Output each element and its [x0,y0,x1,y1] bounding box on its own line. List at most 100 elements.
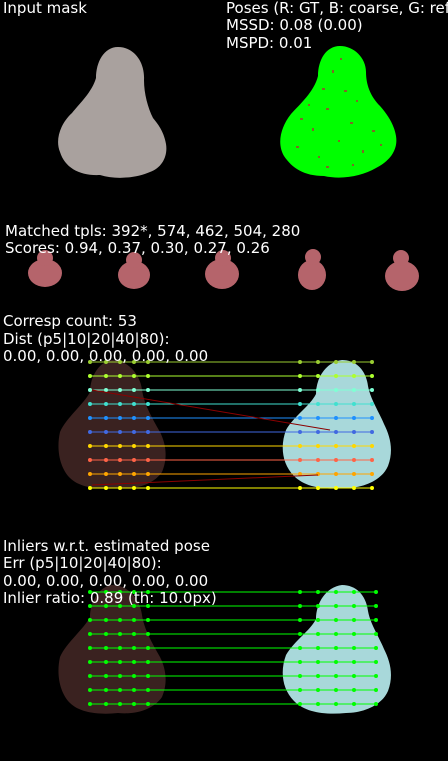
inlier-point [104,618,108,622]
corresp-template-silhouette [282,360,391,489]
corresp-count-text: Corresp count: 53 [3,312,137,330]
inlier-lines [88,590,378,706]
inlier-point [118,674,122,678]
inlier-point [104,660,108,664]
template-scores-text: Scores: 0.94, 0.37, 0.30, 0.27, 0.26 [5,239,270,257]
inlier-point [374,590,378,594]
inlier-point [316,590,320,594]
correspondence-point [146,486,150,490]
inlier-point [118,590,122,594]
correspondence-point [118,444,122,448]
inlier-point [132,702,136,706]
input-mask-silhouette [58,47,167,178]
inlier-point [374,646,378,650]
correspondence-point [88,388,92,392]
inlier-point [118,604,122,608]
correspondence-point [298,486,302,490]
correspondence-point [132,430,136,434]
correspondence-point [334,388,338,392]
inlier-point [146,660,150,664]
inlier-point [316,604,320,608]
mspd-text: MSPD: 0.01 [226,34,313,52]
pose-overlay [280,46,397,178]
correspondence-point [88,402,92,406]
correspondence-point [132,388,136,392]
correspondence-point [370,486,374,490]
inlier-point [352,660,356,664]
inlier-ratio-text: Inlier ratio: 0.89 (th: 10.0px) [3,590,217,607]
inlier-point [88,688,92,692]
inlier-point [374,674,378,678]
inlier-point [316,660,320,664]
inlier-point [334,688,338,692]
input-mask-title: Input mask [3,0,87,17]
correspondence-point [334,444,338,448]
correspondence-point [132,402,136,406]
inlier-point [352,632,356,636]
correspondence-point [88,416,92,420]
correspondence-point [132,360,136,364]
inlier-point [118,632,122,636]
inlier-point [374,660,378,664]
correspondence-point [352,402,356,406]
correspondence-point [104,402,108,406]
correspondence-line [91,474,319,486]
correspondence-point [334,430,338,434]
inlier-point [146,590,150,594]
correspondence-point [298,458,302,462]
correspondence-point [334,486,338,490]
inlier-point [88,646,92,650]
correspondence-point [118,360,122,364]
inlier-point [316,632,320,636]
correspondence-point [370,388,374,392]
correspondence-point [334,472,338,476]
inlier-point [88,590,92,594]
inlier-point [146,702,150,706]
inlier-point [374,632,378,636]
correspondence-point [88,430,92,434]
correspondence-point [146,444,150,448]
inlier-point [374,688,378,692]
inlier-point [146,618,150,622]
inlier-point [88,632,92,636]
correspondence-point [352,458,356,462]
correspondence-point [118,402,122,406]
correspondence-point [118,458,122,462]
correspondence-point [334,416,338,420]
correspondence-point [352,360,356,364]
correspondence-point [118,388,122,392]
correspondence-point [352,374,356,378]
correspondence-point [352,444,356,448]
template-3 [205,250,239,289]
inlier-point [352,618,356,622]
correspondence-point [88,486,92,490]
correspondence-point [298,430,302,434]
inlier-point [146,632,150,636]
corresp-query-silhouette [58,360,166,489]
correspondence-point [316,374,320,378]
inlier-point [132,604,136,608]
inlier-point [104,632,108,636]
correspondence-point [334,374,338,378]
inlier-point [298,604,302,608]
correspondence-point [370,430,374,434]
correspondence-point [146,374,150,378]
inlier-point [104,646,108,650]
correspondence-point [316,388,320,392]
correspondence-point [88,458,92,462]
correspondence-point [316,486,320,490]
correspondence-point [370,472,374,476]
correspondence-point [132,444,136,448]
correspondence-point [88,472,92,476]
inlier-point [88,604,92,608]
correspondence-point [146,458,150,462]
inlier-point [374,604,378,608]
inlier-point [334,674,338,678]
correspondence-lines [88,360,374,490]
correspondence-point [132,472,136,476]
inlier-point [374,618,378,622]
inlier-point [88,702,92,706]
correspondence-point [118,486,122,490]
inlier-point [298,702,302,706]
